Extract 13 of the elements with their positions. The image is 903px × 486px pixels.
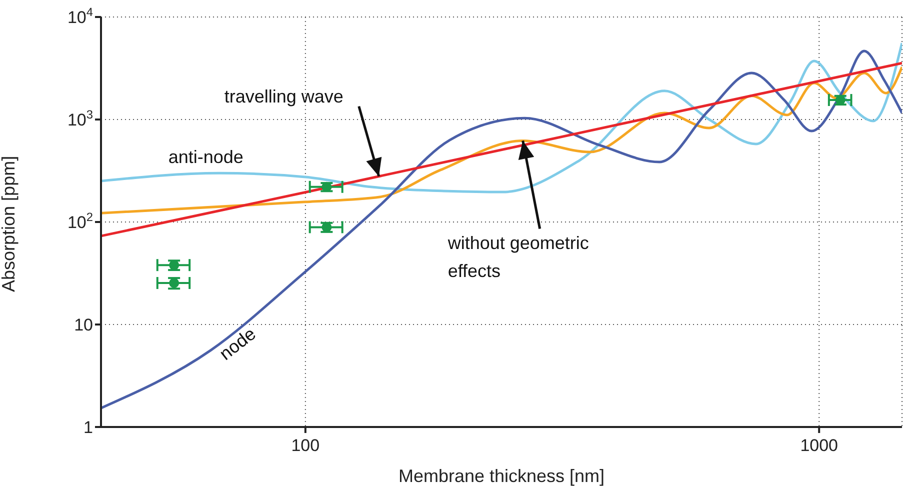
y-tick-label: 10: [74, 316, 93, 334]
y-axis-title: Absorption [ppm]: [0, 156, 18, 292]
y-tick-label: 1: [84, 418, 93, 437]
annotation: travelling wave: [224, 86, 344, 106]
y-tick-label: 10$^{3}$: [67, 108, 94, 130]
x-tick-label: 100: [291, 436, 320, 455]
y-tick-label: 10$^{2}$: [67, 210, 94, 232]
annotation: without geometric effects: [446, 232, 589, 281]
annotation: node: [216, 324, 260, 364]
y-tick-label: 10$^{4}$: [67, 5, 94, 27]
x-tick-label: 1000: [800, 436, 838, 455]
annotation: anti-node: [168, 147, 244, 168]
x-axis-title: Membrane thickness [nm]: [398, 466, 605, 486]
